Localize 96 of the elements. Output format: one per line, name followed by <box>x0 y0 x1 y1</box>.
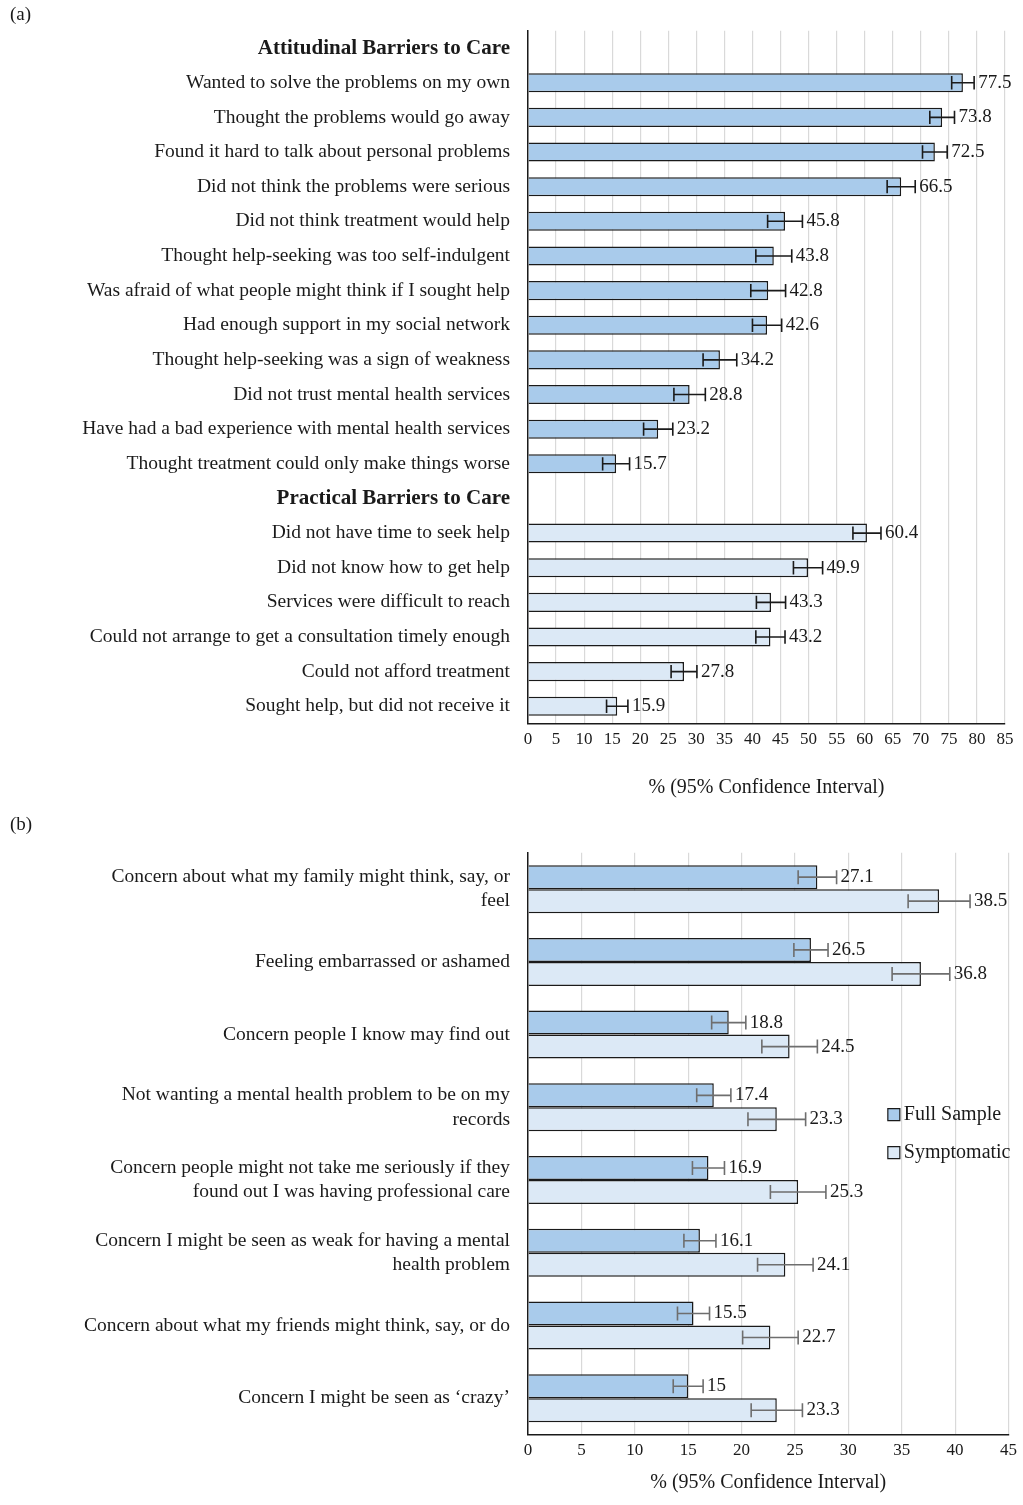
data-label: 72.5 <box>951 140 985 162</box>
data-label: 60.4 <box>884 521 919 543</box>
data-label: 28.8 <box>709 382 743 404</box>
x-tick-label: 75 <box>940 729 958 749</box>
x-axis-title: % (95% Confidence Interval) <box>648 775 885 799</box>
data-label: 23.3 <box>809 1107 843 1129</box>
data-label: 23.3 <box>806 1398 840 1420</box>
data-label: 42.6 <box>785 313 819 335</box>
data-label: 66.5 <box>919 174 953 196</box>
data-label: 15.7 <box>633 451 667 473</box>
y-tick-label: Have had a bad experience with mental health services <box>82 417 510 439</box>
data-label: 22.7 <box>802 1325 836 1347</box>
x-tick-label: 65 <box>884 729 902 749</box>
y-tick-label: Concern I might be seen as weak for having a mental health problem <box>95 1228 511 1275</box>
x-tick-label: 80 <box>968 729 986 749</box>
x-tick-label: 20 <box>631 729 649 749</box>
x-tick-label: 30 <box>839 1440 857 1460</box>
legend-label: Symptomatic <box>903 1139 1011 1163</box>
y-tick-label: Practical Barriers to Care <box>276 484 510 509</box>
x-tick-label: 85 <box>996 729 1014 749</box>
x-tick-label: 5 <box>577 1440 586 1460</box>
data-label: 23.2 <box>676 417 711 439</box>
data-label: 77.5 <box>978 70 1012 92</box>
y-tick-label: Sought help, but did not receive it <box>245 694 511 716</box>
data-label: 24.5 <box>821 1034 855 1056</box>
y-tick-label: Feeling embarrassed or ashamed <box>254 950 511 972</box>
data-label: 34.2 <box>740 347 775 369</box>
data-label: 43.2 <box>789 624 823 646</box>
x-tick-label: 0 <box>523 729 533 749</box>
y-tick-label: Found it hard to talk about personal problems <box>154 140 510 162</box>
x-tick-label: 70 <box>912 729 930 749</box>
x-tick-label: 25 <box>659 729 677 749</box>
x-tick-label: 20 <box>733 1440 751 1460</box>
x-tick-label: 55 <box>828 729 846 749</box>
data-label: 15 <box>707 1374 727 1396</box>
y-tick-label: Not wanting a mental health problem to be on my records <box>121 1083 511 1129</box>
data-label: 43.8 <box>795 243 829 265</box>
x-tick-label: 35 <box>893 1440 911 1460</box>
data-label: 16.9 <box>728 1156 762 1178</box>
data-label: 17.4 <box>734 1083 769 1105</box>
x-tick-label: 5 <box>551 729 561 749</box>
data-label: 73.8 <box>958 105 992 127</box>
y-tick-label: Could not arrange to get a consultation timely enough <box>89 625 511 647</box>
x-tick-label: 15 <box>679 1440 697 1460</box>
y-tick-label: Did not have time to seek help <box>271 521 510 543</box>
x-tick-label: 10 <box>626 1440 644 1460</box>
x-tick-label: 40 <box>946 1440 964 1460</box>
y-tick-label: Thought help-seeking was a sign of weakness <box>152 348 510 370</box>
x-tick-label: 10 <box>575 729 593 749</box>
y-tick-label: Attitudinal Barriers to Care <box>257 34 510 59</box>
y-tick-label: Concern about what my friends might think, say, or do <box>83 1313 510 1335</box>
data-label: 15.5 <box>713 1301 747 1323</box>
data-label: 18.8 <box>749 1010 784 1032</box>
data-label: 15.9 <box>631 694 666 716</box>
x-tick-label: 15 <box>603 729 621 749</box>
data-label: 43.3 <box>789 590 823 612</box>
x-tick-label: 40 <box>743 729 761 749</box>
x-tick-label: 45 <box>772 729 790 749</box>
y-tick-label: Concern I might be seen as ‘crazy’ <box>238 1386 510 1408</box>
y-tick-label: Services were difficult to reach <box>266 590 511 612</box>
y-tick-label: Concern people might not take me seriously if they found out I was having professional care <box>110 1156 511 1202</box>
y-tick-label: Did not trust mental health services <box>233 382 510 404</box>
x-tick-label: 30 <box>687 729 705 749</box>
data-label: 45.8 <box>806 209 840 231</box>
data-label: 42.8 <box>789 278 823 300</box>
y-tick-label: Had enough support in my social network <box>182 313 511 335</box>
data-label: 25.3 <box>829 1180 864 1202</box>
x-tick-label: 45 <box>1000 1440 1017 1460</box>
data-label: 26.5 <box>832 937 866 959</box>
x-tick-label: 35 <box>715 729 733 749</box>
data-label: 27.1 <box>840 865 874 887</box>
data-label: 36.8 <box>953 961 988 983</box>
x-axis-title: % (95% Confidence Interval) <box>650 1470 887 1494</box>
y-tick-label: Concern people I know may find out <box>222 1022 511 1044</box>
data-label: 38.5 <box>974 889 1008 911</box>
data-label: 24.1 <box>817 1252 851 1274</box>
y-tick-label: Was afraid of what people might think if I sought help <box>86 278 510 300</box>
legend-label: Full Sample <box>903 1101 1002 1125</box>
text: (a) <box>10 3 32 26</box>
y-tick-label: Did not think treatment would help <box>235 209 510 231</box>
y-tick-label: Concern about what my family might think, say, or feel <box>111 865 511 911</box>
y-tick-label: Could not afford treatment <box>301 659 511 681</box>
y-tick-label: Thought help-seeking was too self-indulgent <box>161 244 511 266</box>
data-label: 49.9 <box>826 555 860 577</box>
x-tick-label: 25 <box>786 1440 804 1460</box>
y-tick-label: Thought the problems would go away <box>213 105 511 127</box>
y-tick-label: Wanted to solve the problems on my own <box>186 70 511 92</box>
y-tick-label: Did not think the problems were serious <box>196 174 510 196</box>
data-label: 27.8 <box>700 659 735 681</box>
y-tick-label: Did not know how to get help <box>277 555 510 577</box>
x-tick-label: 60 <box>856 729 874 749</box>
x-tick-label: 50 <box>800 729 818 749</box>
text: (b) <box>10 813 33 836</box>
data-label: 16.1 <box>719 1228 754 1250</box>
y-tick-label: Thought treatment could only make things worse <box>126 451 510 473</box>
x-tick-label: 0 <box>523 1440 533 1460</box>
